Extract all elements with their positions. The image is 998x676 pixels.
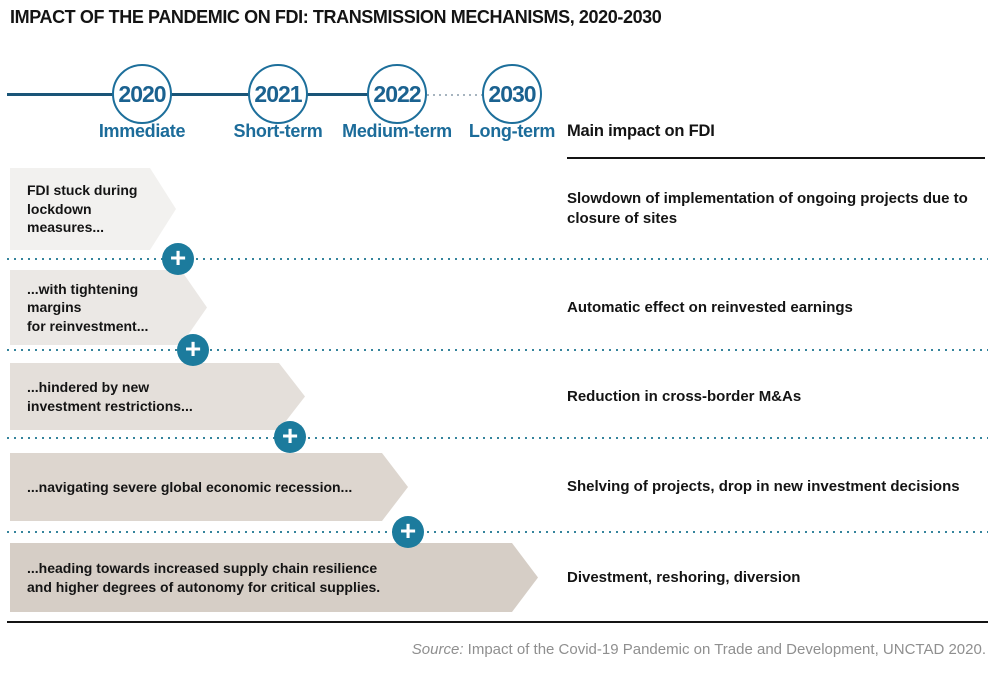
plus-icon: + xyxy=(177,334,209,366)
band-text-line: ...with tightening xyxy=(27,280,139,297)
mechanism-band-supply-chain: ...heading towards increased supply chai… xyxy=(10,543,538,612)
impact-text-row: Divestment, reshoring, diversion xyxy=(567,543,995,612)
bottom-rule xyxy=(7,621,988,623)
impact-text-line: Slowdown of implementation of ongoing pr… xyxy=(567,190,968,208)
mechanism-band-lockdown: FDI stuck during lockdown measures... xyxy=(10,168,176,250)
source-label: Source: xyxy=(411,641,464,658)
band-text-line: measures... xyxy=(27,219,105,236)
band-text-line: lockdown xyxy=(27,200,92,217)
timeline-line-segment xyxy=(307,93,368,96)
timeline-term-label-immediate: Immediate xyxy=(98,121,186,141)
timeline-term-label-short-term: Short-term xyxy=(233,121,323,141)
timeline-line-segment xyxy=(7,93,113,96)
mechanism-band-margins: ...with tightening margins for reinvestm… xyxy=(10,270,207,345)
mechanism-band-recession: ...navigating severe global economic rec… xyxy=(10,453,408,521)
band-text-line: FDI stuck during xyxy=(27,182,138,199)
page-title: IMPACT OF THE PANDEMIC ON FDI: TRANSMISS… xyxy=(10,7,662,27)
impact-column-header: Main impact on FDI xyxy=(567,122,715,140)
timeline-node-2030: 2030 xyxy=(482,64,542,124)
impact-text-row: Shelving of projects, drop in new invest… xyxy=(567,453,995,521)
impact-text-row: Reduction in cross-border M&As xyxy=(567,363,995,430)
band-text-line: ...heading towards increased supply chai… xyxy=(27,560,378,577)
impact-header-underline xyxy=(567,157,985,159)
timeline-line-segment xyxy=(171,93,249,96)
impact-text-line: Divestment, reshoring, diversion xyxy=(567,568,801,586)
band-text-line: ...hindered by new xyxy=(27,379,150,396)
impact-text-row: Slowdown of implementation of ongoing pr… xyxy=(567,168,995,250)
band-text-line: ...navigating severe global economic rec… xyxy=(27,478,353,495)
timeline-node-2020: 2020 xyxy=(112,64,172,124)
dotted-separator xyxy=(7,437,988,439)
band-text-line: and higher degrees of autonomy for criti… xyxy=(27,578,381,595)
plus-icon: + xyxy=(162,243,194,275)
impact-text-line: Automatic effect on reinvested earnings xyxy=(567,298,853,316)
timeline-node-2022: 2022 xyxy=(367,64,427,124)
band-text-line: margins xyxy=(27,299,82,316)
dotted-separator xyxy=(7,349,988,351)
timeline-node-2021: 2021 xyxy=(248,64,308,124)
impact-text-line: Reduction in cross-border M&As xyxy=(567,387,802,405)
mechanism-band-restrictions: ...hindered by new investment restrictio… xyxy=(10,363,305,430)
band-text-line: investment restrictions... xyxy=(27,397,193,414)
source-note: Source: Impact of the Covid-19 Pandemic … xyxy=(412,641,986,658)
impact-text-row: Automatic effect on reinvested earnings xyxy=(567,270,995,345)
impact-text-line: closure of sites xyxy=(567,210,678,227)
timeline-term-label-medium-term: Medium-term xyxy=(342,121,452,141)
plus-icon: + xyxy=(392,516,424,548)
impact-text-line: Shelving of projects, drop in new invest… xyxy=(567,478,960,496)
plus-icon: + xyxy=(274,421,306,453)
band-text-line: for reinvestment... xyxy=(27,317,149,334)
timeline-term-label-long-term: Long-term xyxy=(468,121,556,141)
source-text: Impact of the Covid-19 Pandemic on Trade… xyxy=(463,641,986,658)
timeline-dotted-segment xyxy=(427,94,483,96)
dotted-separator xyxy=(7,531,988,533)
dotted-separator xyxy=(7,258,988,260)
